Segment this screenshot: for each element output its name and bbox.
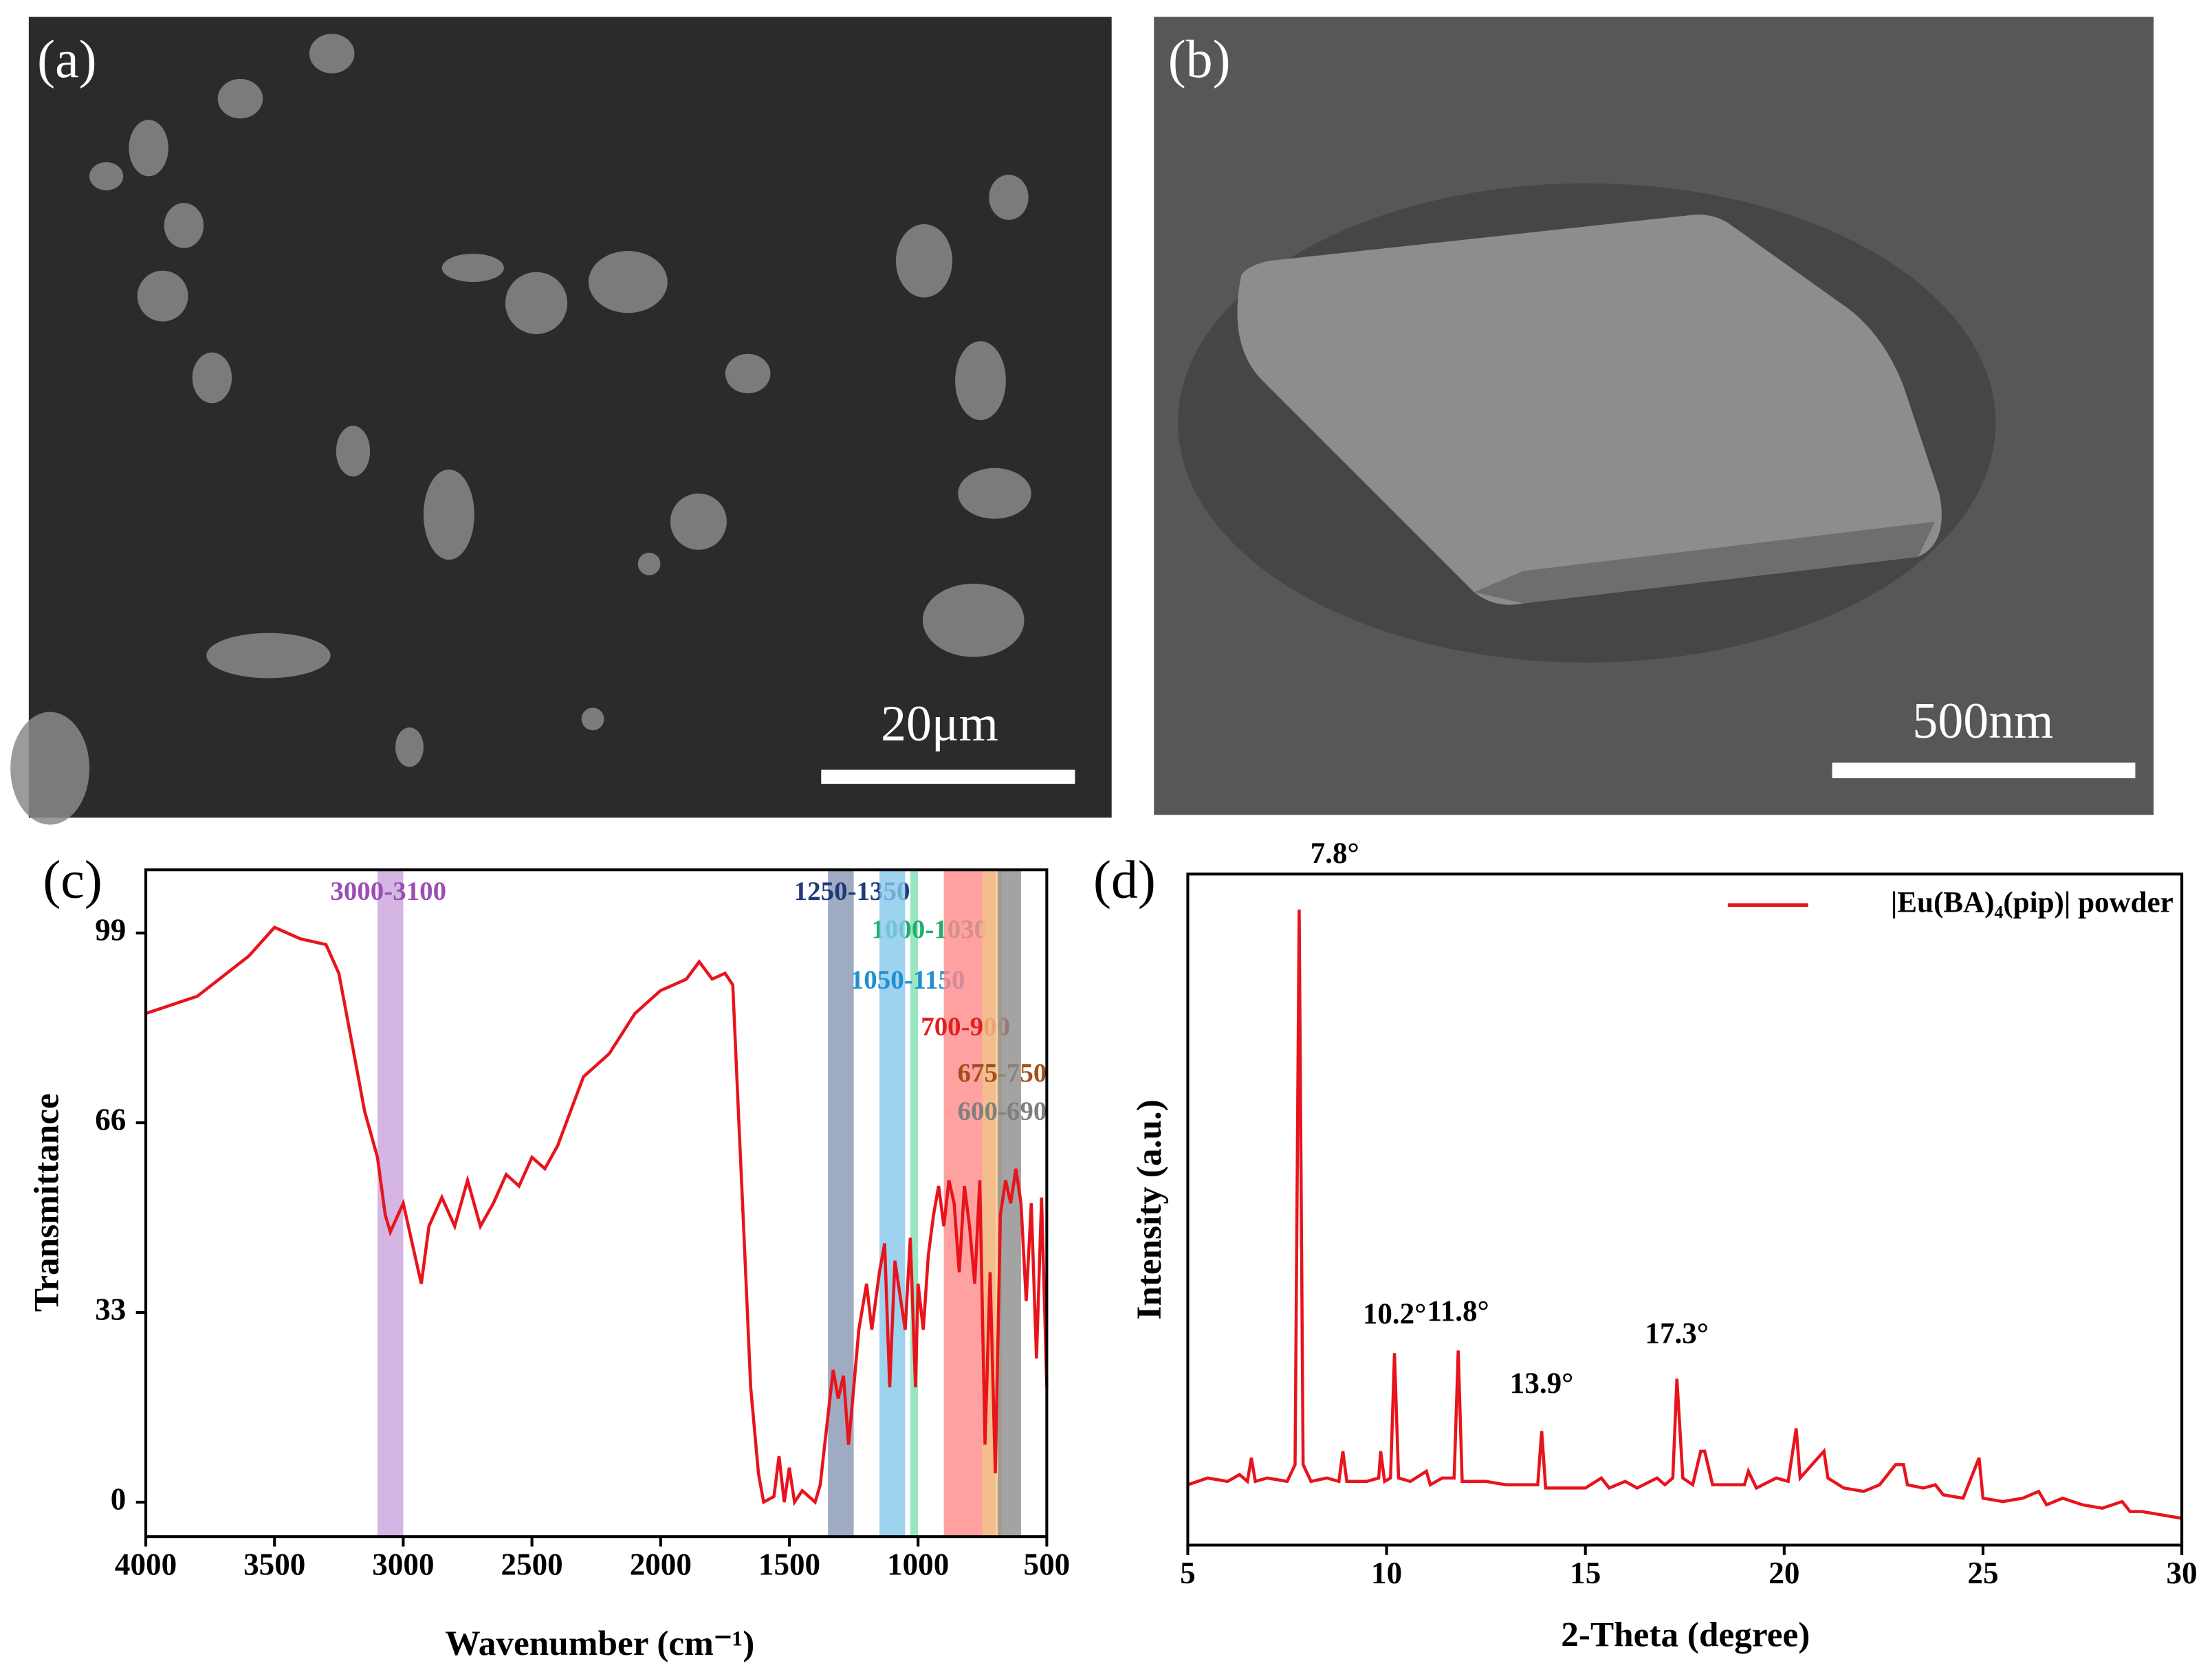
scale-bar-label: 500nm bbox=[1912, 692, 2053, 749]
band bbox=[910, 870, 919, 1537]
peak-label: 10.2° bbox=[1363, 1298, 1427, 1330]
band bbox=[377, 870, 404, 1537]
x-tick-label: 1500 bbox=[758, 1548, 820, 1582]
x-tick-label: 1000 bbox=[887, 1548, 949, 1582]
peak-label: 7.8° bbox=[1311, 837, 1359, 870]
sem-image-a: (a) 20μm bbox=[10, 16, 1112, 825]
x-tick-label: 500 bbox=[1024, 1548, 1071, 1582]
x-tick-label: 2500 bbox=[501, 1548, 563, 1582]
x-tick-label: 3000 bbox=[372, 1548, 434, 1582]
x-tick-label: 25 bbox=[1967, 1556, 1998, 1590]
band bbox=[879, 870, 906, 1537]
legend-label: |Eu(BA)₄(pip)| powder bbox=[1891, 886, 2173, 918]
y-tick-label: 0 bbox=[111, 1482, 127, 1516]
panel-label: (b) bbox=[1168, 30, 1231, 89]
plot-frame bbox=[144, 868, 1049, 1539]
x-axis-title: 2-Theta (degree) bbox=[1561, 1616, 1810, 1655]
peak-label: 17.3° bbox=[1645, 1318, 1709, 1350]
band-label: 600-690 bbox=[958, 1097, 1047, 1126]
data-line bbox=[1187, 910, 2182, 1520]
x-tick-label: 30 bbox=[2167, 1556, 2198, 1590]
sem-image-b: (b) 500nm bbox=[1154, 16, 2154, 815]
x-tick-label: 5 bbox=[1180, 1556, 1196, 1590]
plot-frame bbox=[1186, 872, 2184, 1547]
x-tick-label: 3500 bbox=[243, 1548, 305, 1582]
y-axis-title: Transmittance bbox=[27, 1093, 66, 1312]
peak-label: 13.9° bbox=[1510, 1367, 1574, 1400]
x-tick-label: 4000 bbox=[115, 1548, 177, 1582]
y-tick-label: 33 bbox=[95, 1292, 126, 1326]
scale-bar bbox=[1832, 762, 2136, 778]
x-tick-label: 10 bbox=[1371, 1556, 1402, 1590]
y-tick-label: 66 bbox=[95, 1102, 126, 1136]
x-axis-title: Wavenumber (cm⁻¹) bbox=[445, 1624, 754, 1663]
x-tick-label: 15 bbox=[1570, 1556, 1601, 1590]
x-tick-label: 20 bbox=[1768, 1556, 1799, 1590]
scale-bar bbox=[821, 769, 1075, 784]
peak-label: 11.8° bbox=[1427, 1295, 1489, 1328]
panel-label: (c) bbox=[43, 850, 102, 910]
x-tick-label: 2000 bbox=[630, 1548, 692, 1582]
panel-label: (d) bbox=[1093, 850, 1156, 910]
scale-bar-label: 20μm bbox=[881, 695, 998, 751]
y-tick-label: 99 bbox=[95, 913, 126, 947]
y-axis-title: Intensity (a.u.) bbox=[1130, 1099, 1169, 1319]
band-label: 3000-3100 bbox=[330, 877, 446, 906]
panel-label: (a) bbox=[37, 30, 96, 89]
data-line bbox=[145, 925, 1049, 1506]
